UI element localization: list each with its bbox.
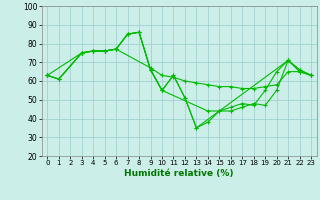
X-axis label: Humidité relative (%): Humidité relative (%)	[124, 169, 234, 178]
